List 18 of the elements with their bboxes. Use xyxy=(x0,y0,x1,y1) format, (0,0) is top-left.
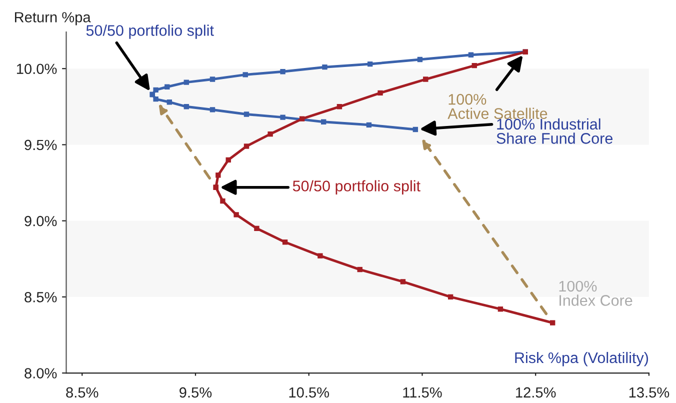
annotation: 100% Active Satellite xyxy=(448,94,548,119)
y-tick-label: 8.0% xyxy=(24,368,57,378)
annotation: 50/50 portfolio split xyxy=(292,180,420,194)
x-tick-label: 11.5% xyxy=(403,387,442,398)
y-tick-label: 8.5% xyxy=(24,292,57,302)
y-axis-title: Return %pa xyxy=(15,12,91,26)
annotation: 100% Industrial Share Fund Core xyxy=(496,118,612,144)
y-tick-label: 10.0% xyxy=(16,64,57,74)
y-tick-label: 9.0% xyxy=(24,216,57,226)
annotation: 100% Index Core xyxy=(559,280,632,306)
y-tick-label: 9.5% xyxy=(24,140,57,150)
x-tick-label: 10.5% xyxy=(289,387,330,398)
x-axis-title: Risk %pa (Volatility) xyxy=(515,352,648,366)
x-tick-label: 8.5% xyxy=(66,387,98,398)
annotation: 50/50 portfolio split xyxy=(86,24,214,39)
x-tick-label: 13.5% xyxy=(629,387,670,398)
x-tick-label: 9.5% xyxy=(180,387,212,398)
x-tick-label: 12.5% xyxy=(516,387,556,398)
